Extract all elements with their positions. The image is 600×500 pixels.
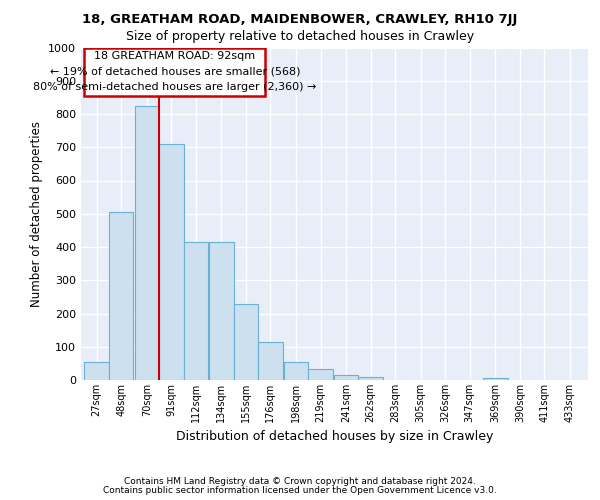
Bar (258, 342, 283, 380)
Y-axis label: Number of detached properties: Number of detached properties (29, 120, 43, 306)
Bar (358, 376, 383, 380)
Bar (134, 106, 159, 380)
Text: Size of property relative to detached houses in Crawley: Size of property relative to detached ho… (126, 30, 474, 43)
Text: 18, GREATHAM ROAD, MAIDENBOWER, CRAWLEY, RH10 7JJ: 18, GREATHAM ROAD, MAIDENBOWER, CRAWLEY,… (82, 12, 518, 26)
FancyBboxPatch shape (85, 48, 265, 96)
Bar (159, 144, 184, 380)
Text: Contains HM Land Registry data © Crown copyright and database right 2024.: Contains HM Land Registry data © Crown c… (124, 477, 476, 486)
Bar (483, 378, 508, 380)
Text: 18 GREATHAM ROAD: 92sqm
← 19% of detached houses are smaller (568)
80% of semi-d: 18 GREATHAM ROAD: 92sqm ← 19% of detache… (33, 51, 317, 92)
Bar (109, 212, 133, 380)
Bar (233, 304, 258, 380)
Bar (85, 362, 109, 380)
Bar (284, 362, 308, 380)
Text: Contains public sector information licensed under the Open Government Licence v3: Contains public sector information licen… (103, 486, 497, 495)
X-axis label: Distribution of detached houses by size in Crawley: Distribution of detached houses by size … (176, 430, 493, 444)
Bar (334, 375, 358, 380)
Bar (209, 242, 233, 380)
Bar (184, 242, 208, 380)
Bar (308, 370, 333, 380)
